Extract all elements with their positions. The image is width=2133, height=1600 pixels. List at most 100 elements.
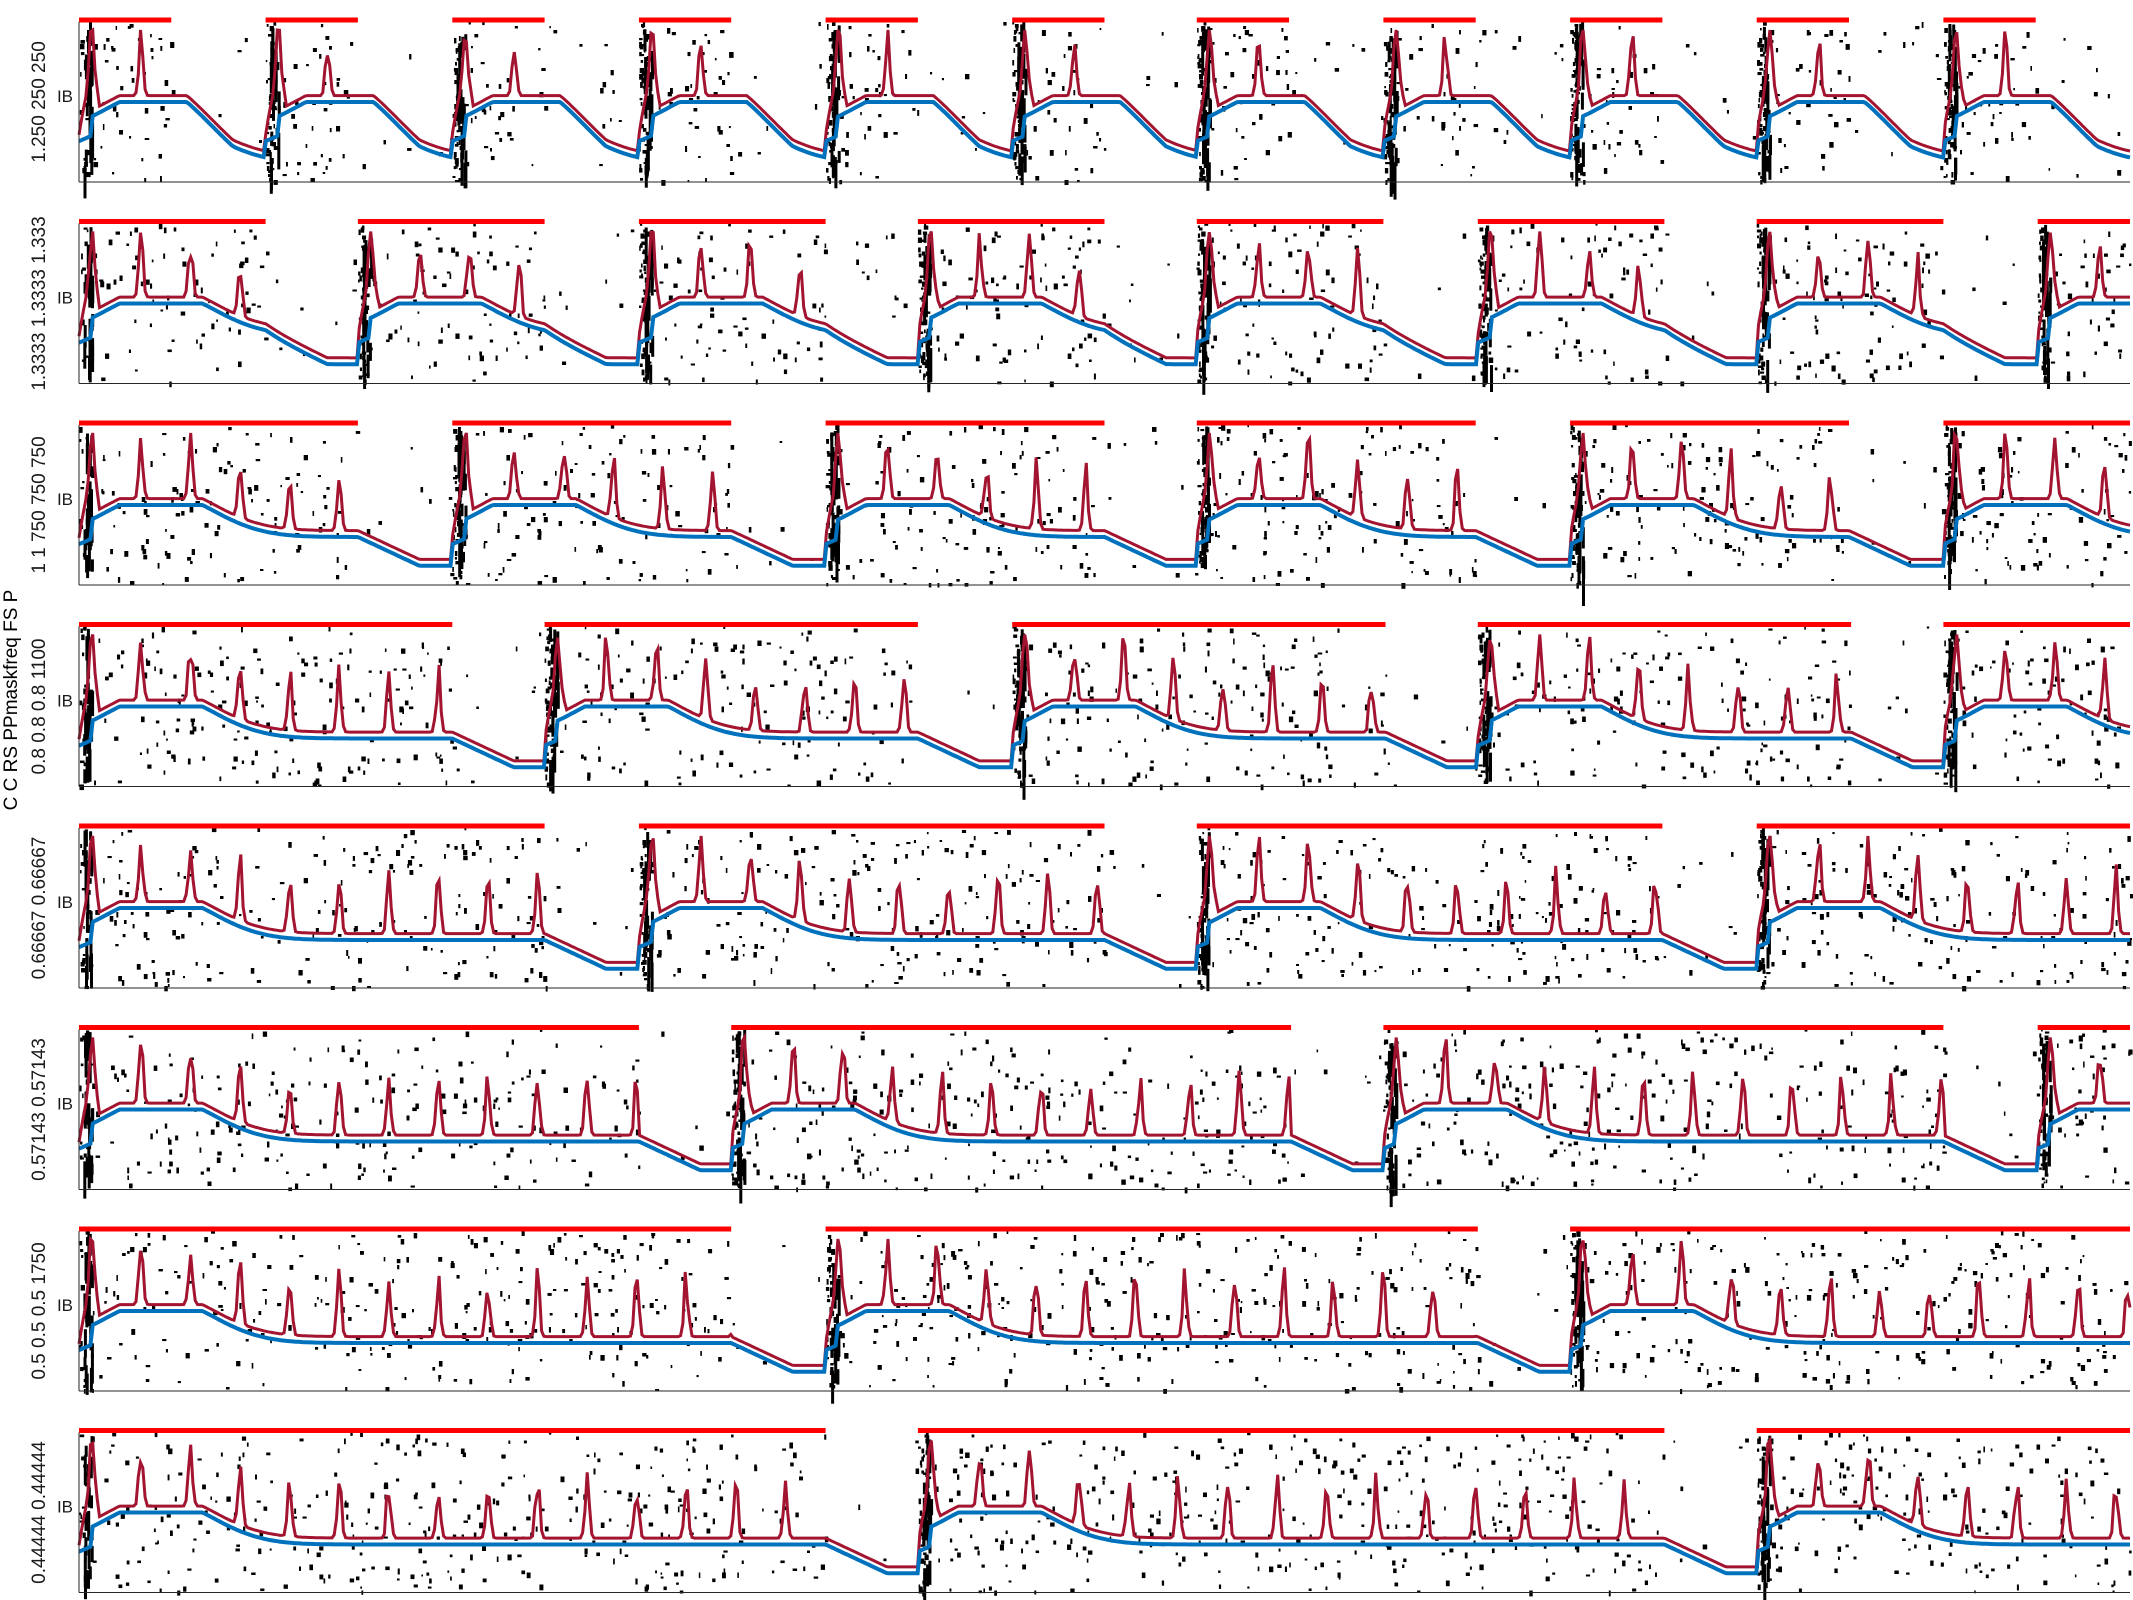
onset-burst-mark xyxy=(1953,95,1957,132)
spike-mark xyxy=(358,375,363,380)
spike-mark xyxy=(1012,72,1016,77)
spike-mark xyxy=(534,231,537,235)
onset-burst-mark xyxy=(833,34,837,53)
spike-mark xyxy=(1362,844,1367,847)
spike-mark xyxy=(859,172,862,176)
spike-mark xyxy=(1757,72,1762,76)
spike-mark xyxy=(438,247,443,253)
spike-mark xyxy=(93,162,99,168)
spike-mark xyxy=(401,229,405,235)
spike-mark xyxy=(939,840,943,842)
spike-mark xyxy=(293,712,297,716)
spike-mark xyxy=(336,575,340,580)
spike-mark xyxy=(797,253,802,258)
spike-mark xyxy=(1203,521,1206,526)
spike-mark xyxy=(362,235,367,240)
spike-mark xyxy=(454,447,458,452)
spike-mark xyxy=(1949,752,1953,757)
spike-mark xyxy=(173,227,177,232)
spike-mark xyxy=(704,34,708,37)
spike-mark xyxy=(190,561,193,565)
spike-mark xyxy=(559,291,562,296)
spike-mark xyxy=(232,766,237,770)
spike-mark xyxy=(476,840,480,846)
spike-mark xyxy=(2056,734,2060,740)
spike-mark xyxy=(694,846,699,850)
spike-mark xyxy=(2057,760,2062,767)
spike-mark xyxy=(216,443,219,447)
spike-mark xyxy=(583,581,586,585)
spike-mark xyxy=(1402,876,1406,879)
spike-mark xyxy=(295,100,299,106)
spike-mark xyxy=(1431,116,1435,122)
spike-mark xyxy=(1199,840,1202,845)
spike-mark xyxy=(1829,142,1834,148)
spike-mark xyxy=(2083,371,2086,378)
spike-mark xyxy=(1837,373,1841,380)
spike-mark xyxy=(1763,126,1768,132)
spike-mark xyxy=(1317,876,1322,880)
spike-mark xyxy=(150,461,153,467)
spike-mark xyxy=(1222,846,1225,850)
spike-mark xyxy=(2066,375,2071,382)
spike-mark xyxy=(1453,112,1456,116)
spike-mark xyxy=(84,241,88,247)
spike-mark xyxy=(1574,84,1579,87)
spike-mark xyxy=(1763,178,1767,184)
spike-mark xyxy=(1761,375,1766,380)
onset-burst-mark xyxy=(833,103,837,135)
spike-mark xyxy=(1760,371,1765,374)
spike-mark xyxy=(1763,108,1767,111)
onset-burst-mark xyxy=(91,690,95,717)
spike-mark xyxy=(1760,231,1763,236)
spike-mark xyxy=(1072,545,1077,549)
onset-burst-mark xyxy=(1949,762,1953,788)
spike-mark xyxy=(1783,636,1787,639)
spike-mark xyxy=(1019,455,1022,460)
onset-burst-mark xyxy=(643,29,647,52)
onset-burst-mark xyxy=(86,682,90,705)
spike-mark xyxy=(1462,233,1467,239)
spike-mark xyxy=(664,263,669,269)
spike-mark xyxy=(1713,473,1716,476)
spike-mark xyxy=(450,573,455,577)
spike-mark xyxy=(233,229,236,233)
spike-mark xyxy=(1935,251,1938,256)
spike-mark xyxy=(546,636,551,640)
spike-mark xyxy=(1897,890,1900,896)
spike-mark xyxy=(1814,315,1817,320)
spike-mark xyxy=(801,632,804,636)
spike-mark xyxy=(1742,708,1746,712)
spike-mark xyxy=(1383,42,1388,47)
spike-mark xyxy=(1380,724,1384,727)
spike-mark xyxy=(2011,132,2013,138)
spike-mark xyxy=(506,261,510,266)
spike-mark xyxy=(1526,241,1531,247)
spike-mark xyxy=(370,858,375,864)
spike-mark xyxy=(1810,784,1813,788)
onset-burst-mark xyxy=(1024,730,1028,744)
spike-mark xyxy=(702,455,706,461)
spike-mark xyxy=(1108,497,1112,500)
spike-mark xyxy=(223,573,226,578)
spike-mark xyxy=(1480,263,1482,267)
raster-panel: IB0.8 0.8 0.8 1100 xyxy=(29,622,2131,800)
spike-mark xyxy=(1705,457,1711,463)
spike-mark xyxy=(1202,832,1205,835)
spike-mark xyxy=(833,688,838,695)
spike-mark xyxy=(613,501,617,504)
onset-burst-mark xyxy=(1484,358,1488,380)
spike-mark xyxy=(1983,142,1986,147)
spike-mark xyxy=(1199,245,1202,251)
spike-mark xyxy=(320,24,324,28)
spike-mark xyxy=(924,363,929,369)
spike-mark xyxy=(1760,28,1762,31)
onset-burst-mark xyxy=(1393,162,1397,200)
spike-mark xyxy=(1197,62,1200,65)
onset-burst-mark xyxy=(1023,648,1027,674)
spike-mark xyxy=(261,704,264,708)
spike-mark xyxy=(1300,774,1305,780)
onset-burst-mark xyxy=(1204,87,1208,107)
spike-mark xyxy=(2011,138,2014,141)
spike-mark xyxy=(1603,140,1606,145)
